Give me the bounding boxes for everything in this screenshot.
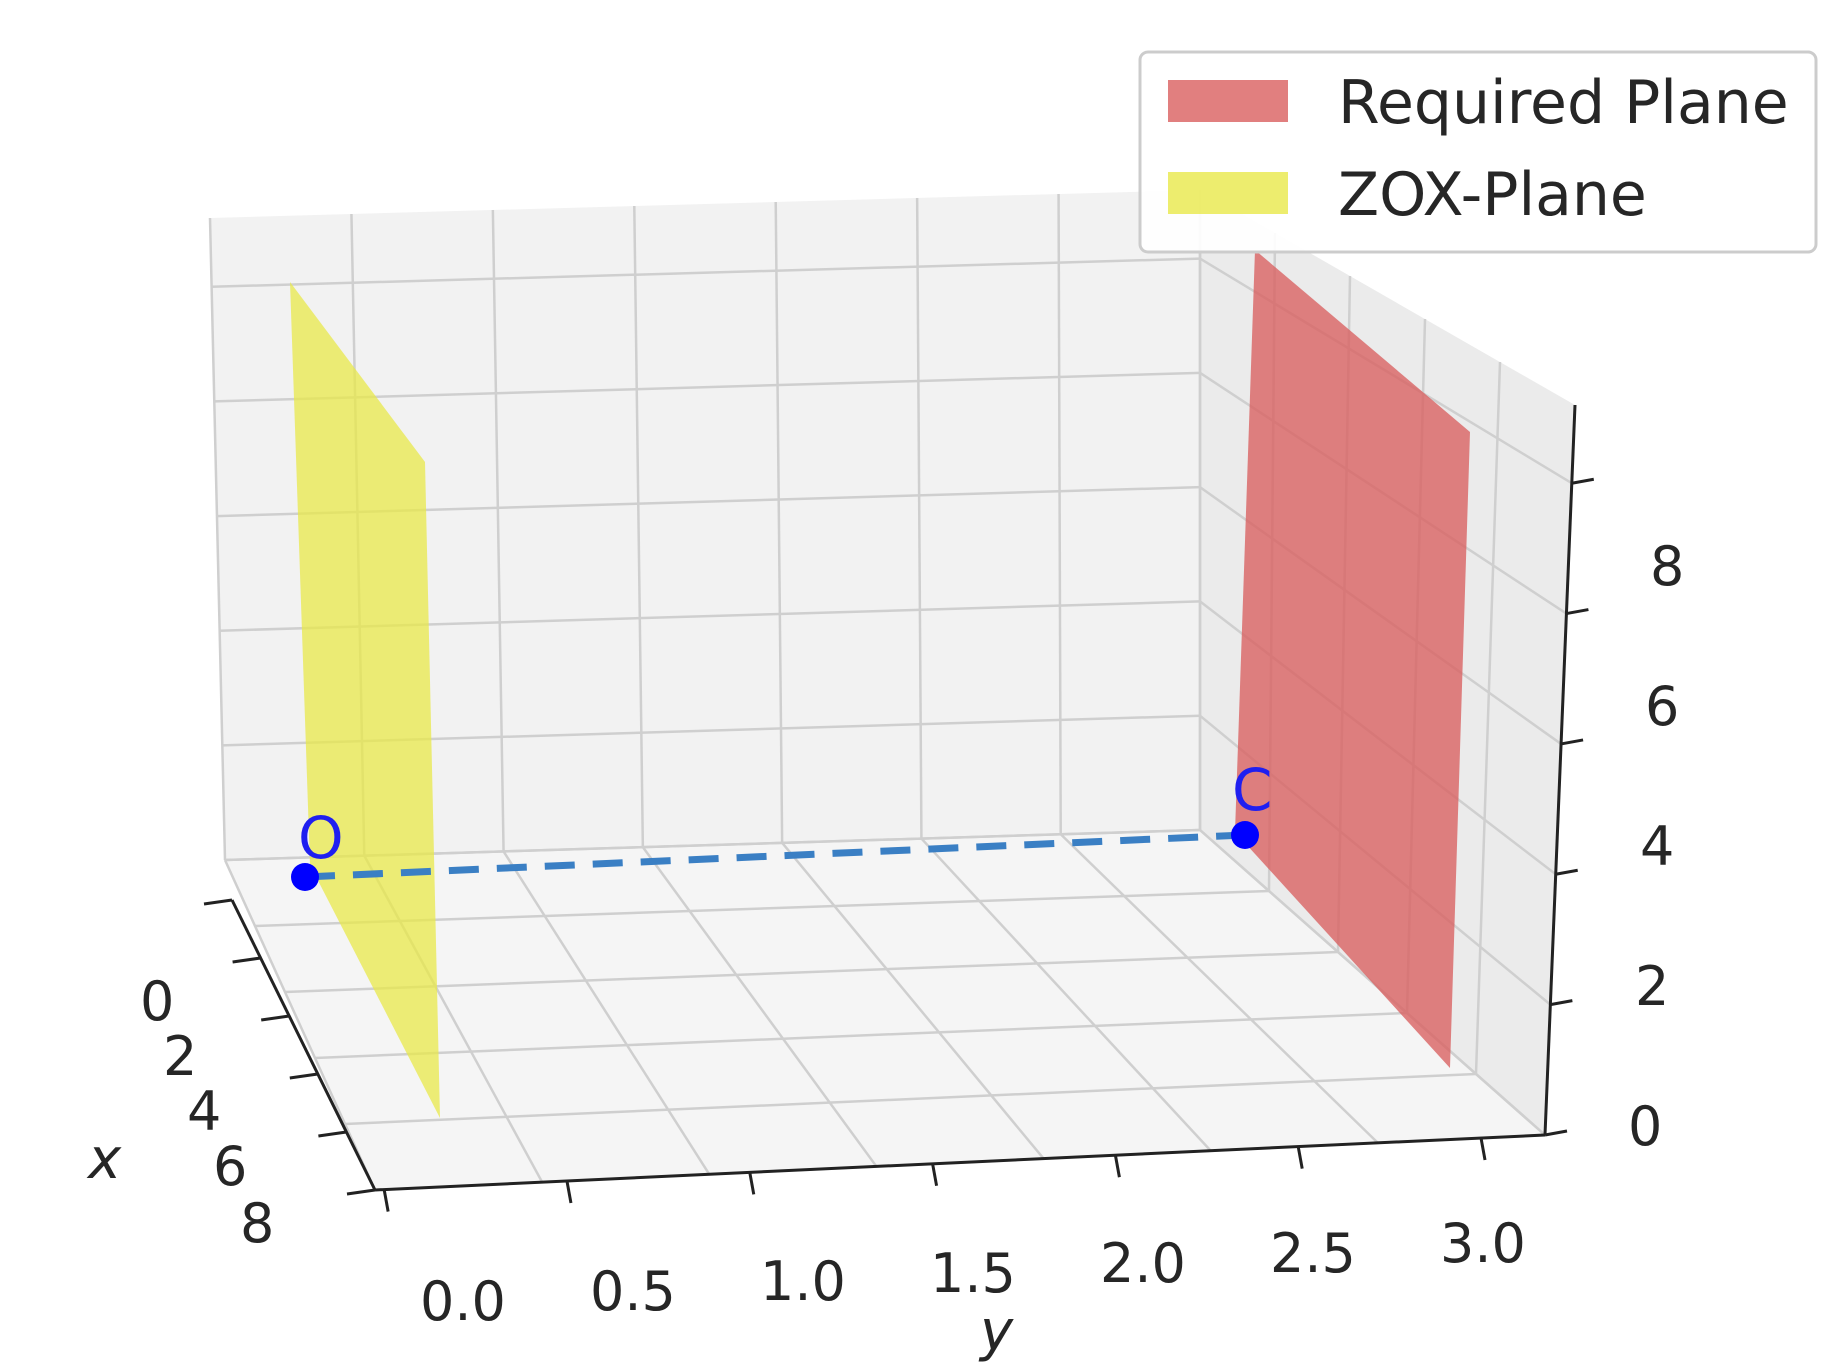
point-o-marker [291, 863, 319, 891]
y-tick-mark [382, 1189, 390, 1212]
tick-labels: 0 2 4 6 8 0.0 0.5 1.0 1.5 2.0 2.5 3.0 0 … [140, 535, 1684, 1333]
floor-pane [225, 830, 1545, 1190]
legend-label-zox-plane: ZOX-Plane [1338, 160, 1647, 230]
y-tick-mark [748, 1172, 756, 1195]
y-tick-mark [1113, 1154, 1121, 1178]
gridline [491, 209, 505, 852]
x-tick-label: 2 [163, 1025, 197, 1088]
gridline [915, 197, 923, 839]
gridline [211, 257, 1201, 289]
gridline [1059, 833, 1379, 1144]
z-tick-label: 4 [1640, 815, 1674, 878]
legend-box [1138, 50, 1818, 254]
gridline [214, 371, 1201, 403]
y-tick-label: 1.5 [930, 1242, 1016, 1305]
gridline [1474, 361, 1502, 1075]
z-tick-mark [1571, 477, 1595, 485]
x-axis-label: x [86, 1127, 122, 1192]
tick-marks [203, 477, 1595, 1212]
y-tick-label: 2.0 [1100, 1232, 1186, 1295]
y-tick-label: 2.5 [1270, 1222, 1356, 1285]
z-axis-line [1543, 404, 1577, 1136]
y-tick-label: 0.5 [590, 1260, 676, 1323]
z-tick-mark [1550, 999, 1573, 1007]
gridline [223, 859, 377, 1191]
x-tick-label: 4 [187, 1080, 221, 1143]
y-tick-label: 3.0 [1440, 1212, 1526, 1275]
gridline [344, 1072, 1477, 1126]
z-tick-mark [1544, 1129, 1568, 1137]
x-tick-label: 8 [240, 1192, 274, 1255]
y-tick-mark [1296, 1146, 1304, 1169]
z-tick-mark [1566, 608, 1589, 616]
z-tick-label: 8 [1650, 535, 1684, 598]
gridline [284, 950, 1339, 994]
segment-oc [304, 831, 1246, 881]
x-tick-mark [232, 956, 261, 964]
y-tick-label: 1.0 [760, 1250, 846, 1313]
z-tick-mark [1555, 868, 1578, 876]
x-tick-mark [260, 1014, 290, 1022]
z-tick-mark [1560, 738, 1584, 746]
legend-swatch-required-plane [1168, 80, 1288, 122]
x-axis-line [230, 899, 377, 1191]
zox-plane [290, 282, 440, 1118]
x-tick-label: 0 [140, 970, 174, 1033]
y-tick-mark [931, 1163, 939, 1187]
z-tick-label: 6 [1645, 675, 1679, 738]
legend: Required Plane ZOX-Plane [1138, 50, 1818, 254]
gridline [781, 842, 1045, 1160]
y-tick-label: 0.0 [420, 1270, 506, 1333]
required-plane [1235, 250, 1470, 1068]
point-c-marker [1231, 821, 1259, 849]
x-tick-mark [203, 898, 233, 906]
z-tick-label: 2 [1635, 955, 1669, 1018]
y-axis-label: y [978, 1299, 1014, 1364]
y-tick-mark [1479, 1137, 1487, 1161]
legend-label-required-plane: Required Plane [1338, 68, 1789, 138]
gridline [502, 850, 711, 1175]
back-pane [210, 190, 1200, 860]
gridline [1057, 193, 1062, 835]
gridline [208, 217, 227, 861]
y-axis-line [374, 1133, 1546, 1192]
gridline [314, 1011, 1408, 1060]
x-tick-mark [289, 1072, 319, 1080]
x-tick-label: 6 [213, 1135, 247, 1198]
x-tick-mark [346, 1188, 376, 1196]
gridline [633, 205, 645, 848]
legend-swatch-zox-plane [1168, 172, 1288, 214]
x-tick-mark [318, 1130, 347, 1138]
point-c-label: C [1232, 756, 1273, 824]
point-o-label: O [298, 804, 344, 872]
z-tick-label: 0 [1628, 1095, 1662, 1158]
gridline [920, 837, 1212, 1152]
gridline [774, 201, 784, 843]
y-tick-mark [565, 1180, 573, 1204]
gridline [641, 846, 878, 1168]
